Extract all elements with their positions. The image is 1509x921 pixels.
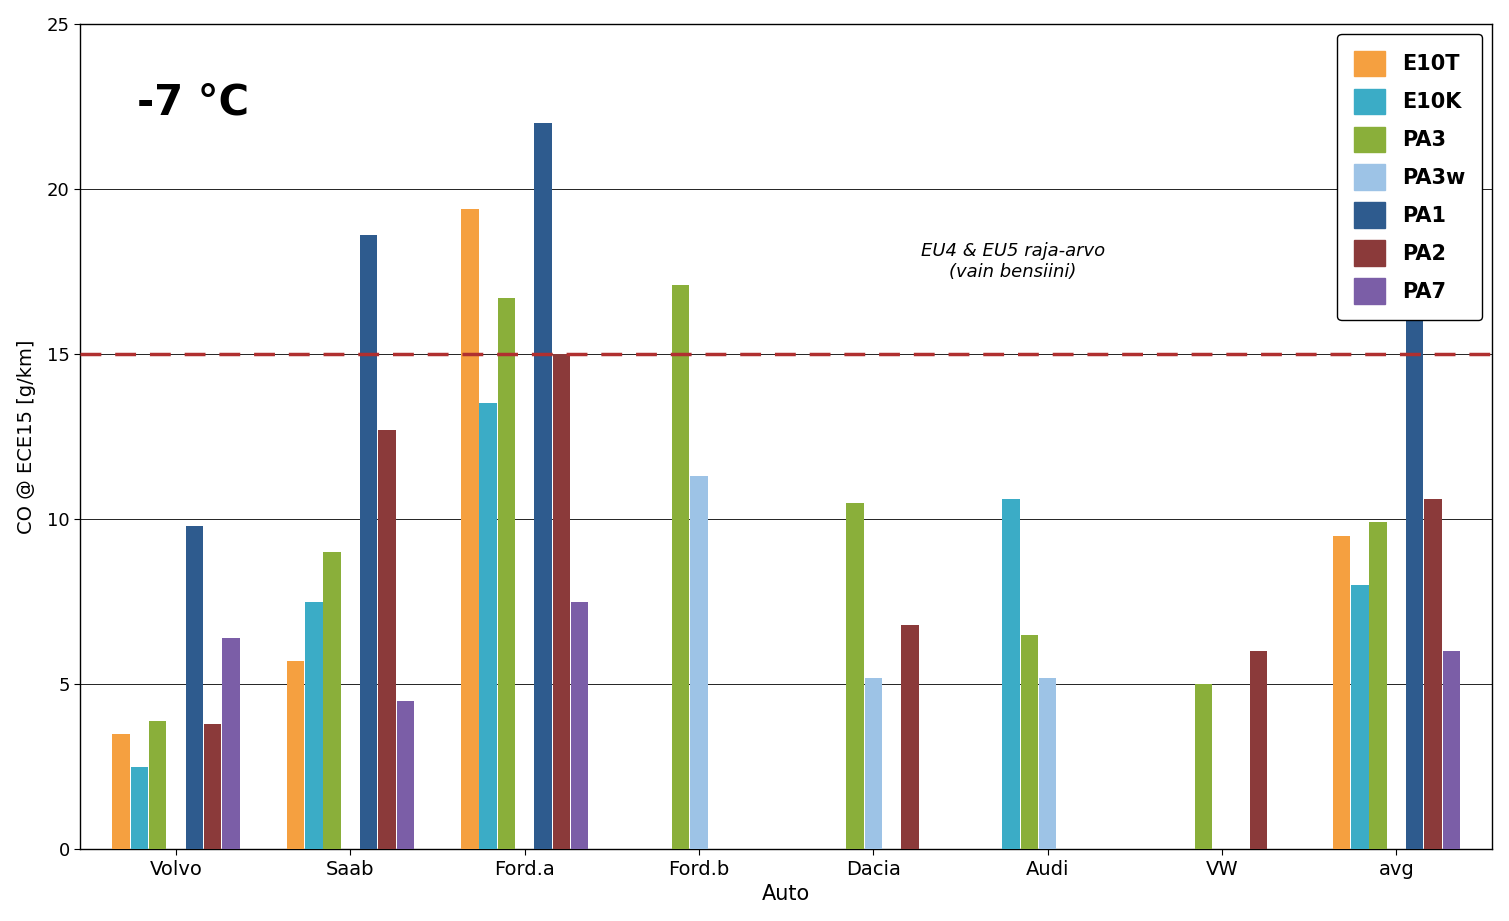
Bar — [1195, 684, 1213, 849]
Bar — [287, 661, 305, 849]
Bar — [1370, 522, 1387, 849]
Bar — [379, 430, 395, 849]
Bar — [570, 601, 589, 849]
Bar — [1406, 297, 1423, 849]
Bar — [397, 701, 413, 849]
Bar — [691, 476, 708, 849]
Bar — [1002, 499, 1020, 849]
Bar — [1332, 536, 1351, 849]
Bar — [1351, 585, 1369, 849]
Bar — [1040, 678, 1056, 849]
Bar — [149, 720, 166, 849]
Bar — [534, 122, 552, 849]
Bar — [672, 285, 690, 849]
Bar — [222, 638, 240, 849]
Bar — [1443, 651, 1461, 849]
Bar — [361, 235, 377, 849]
Text: -7 °C: -7 °C — [137, 81, 249, 123]
Bar — [323, 552, 341, 849]
Bar — [113, 734, 130, 849]
Bar — [498, 297, 515, 849]
Bar — [480, 403, 496, 849]
Y-axis label: CO @ ECE15 [g/km]: CO @ ECE15 [g/km] — [17, 339, 36, 533]
Bar — [1249, 651, 1268, 849]
Bar — [1020, 635, 1038, 849]
Legend: E10T, E10K, PA3, PA3w, PA1, PA2, PA7: E10T, E10K, PA3, PA3w, PA1, PA2, PA7 — [1337, 34, 1482, 321]
Bar — [462, 209, 478, 849]
Bar — [1424, 499, 1441, 849]
Bar — [305, 601, 323, 849]
Bar — [186, 526, 204, 849]
Bar — [901, 624, 919, 849]
Bar — [204, 724, 222, 849]
X-axis label: Auto: Auto — [762, 884, 810, 904]
Bar — [847, 503, 863, 849]
Bar — [552, 354, 570, 849]
Bar — [865, 678, 883, 849]
Text: EU4 & EU5 raja-arvo
(vain bensiini): EU4 & EU5 raja-arvo (vain bensiini) — [920, 242, 1105, 281]
Bar — [131, 767, 148, 849]
